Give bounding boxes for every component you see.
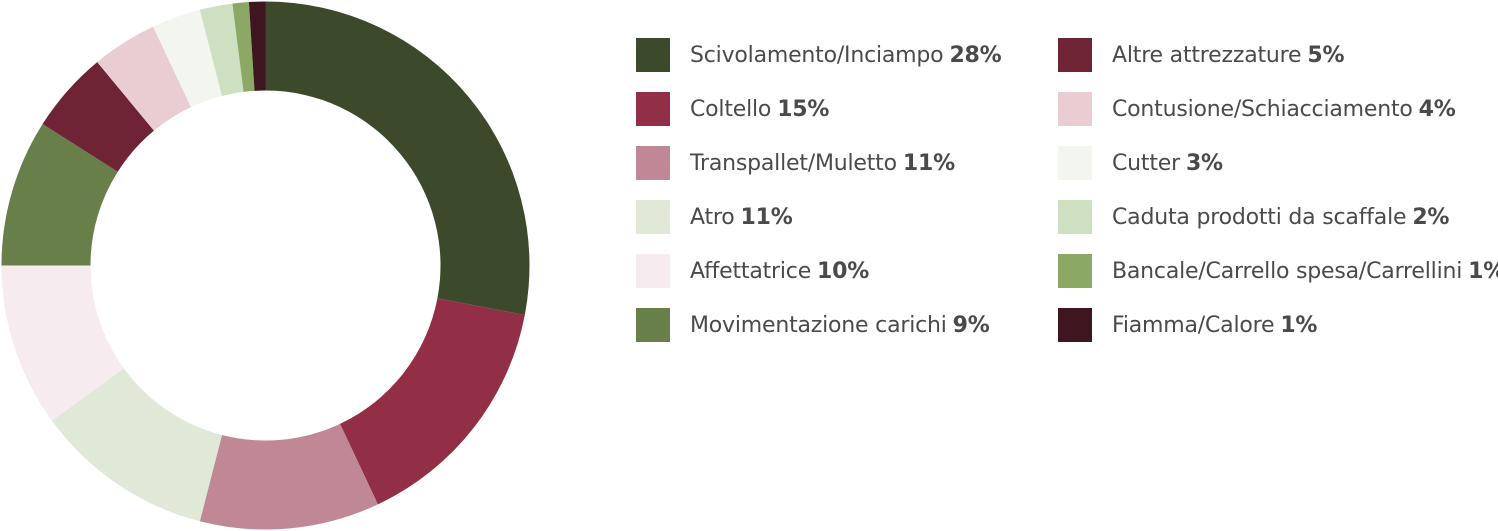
legend-text: Movimentazione carichi 9% <box>690 313 990 338</box>
donut-slice-5 <box>1 265 124 421</box>
legend-text: Caduta prodotti da scaffale 2% <box>1112 205 1449 230</box>
legend-swatch <box>1058 200 1092 234</box>
legend-value: 2% <box>1412 204 1450 230</box>
legend-text: Transpallet/Muletto 11% <box>690 151 955 176</box>
legend-value: 1% <box>1468 258 1498 284</box>
legend-value: 28% <box>949 42 1002 68</box>
legend-label: Cutter <box>1112 150 1180 176</box>
legend-item: Contusione/Schiacciamento 4% <box>1058 92 1456 126</box>
legend-value: 11% <box>902 150 955 176</box>
legend-item: Scivolamento/Inciampo 28% <box>636 38 1002 72</box>
legend-value: 4% <box>1418 96 1456 122</box>
legend-label: Atro <box>690 204 735 230</box>
legend-swatch <box>636 254 670 288</box>
legend-label: Movimentazione carichi <box>690 312 947 338</box>
legend-label: Transpallet/Muletto <box>690 150 897 176</box>
legend-label: Altre attrezzature <box>1112 42 1302 68</box>
legend-value: 9% <box>952 312 990 338</box>
legend-value: 5% <box>1307 42 1345 68</box>
legend-value: 10% <box>817 258 870 284</box>
legend-label: Caduta prodotti da scaffale <box>1112 204 1407 230</box>
chart-legend: Scivolamento/Inciampo 28% Coltello 15% Trans… <box>636 38 1498 358</box>
legend-text: Cutter 3% <box>1112 151 1223 176</box>
legend-item: Fiamma/Calore 1% <box>1058 308 1317 342</box>
legend-item: Caduta prodotti da scaffale 2% <box>1058 200 1449 234</box>
donut-slice-2 <box>340 298 525 505</box>
legend-text: Atro 11% <box>690 205 793 230</box>
legend-text: Scivolamento/Inciampo 28% <box>690 43 1002 68</box>
donut-slice-9 <box>153 9 222 108</box>
legend-label: Contusione/Schiacciamento <box>1112 96 1413 122</box>
donut-slice-7 <box>42 62 154 172</box>
legend-item: Coltello 15% <box>636 92 829 126</box>
legend-swatch <box>1058 146 1092 180</box>
legend-text: Coltello 15% <box>690 97 829 122</box>
legend-label: Scivolamento/Inciampo <box>690 42 944 68</box>
legend-text: Fiamma/Calore 1% <box>1112 313 1317 338</box>
donut-slice-11 <box>232 2 255 92</box>
donut-chart <box>1 1 530 530</box>
legend-label: Affettatrice <box>690 258 812 284</box>
legend-label: Fiamma/Calore <box>1112 312 1275 338</box>
legend-text: Affettatrice 10% <box>690 259 869 284</box>
legend-swatch <box>1058 308 1092 342</box>
legend-value: 1% <box>1280 312 1318 338</box>
legend-swatch <box>1058 92 1092 126</box>
legend-item: Transpallet/Muletto 11% <box>636 146 955 180</box>
legend-label: Coltello <box>690 96 772 122</box>
legend-label: Bancale/Carrello spesa/Carrellini <box>1112 258 1463 284</box>
legend-swatch <box>636 38 670 72</box>
legend-text: Contusione/Schiacciamento 4% <box>1112 97 1456 122</box>
donut-slice-12 <box>248 1 266 91</box>
donut-slice-10 <box>199 3 244 96</box>
donut-slice-6 <box>1 124 118 266</box>
legend-item: Altre attrezzature 5% <box>1058 38 1345 72</box>
donut-slice-1 <box>265 1 530 315</box>
legend-value: 11% <box>740 204 793 230</box>
legend-value: 3% <box>1185 150 1223 176</box>
donut-slice-4 <box>51 368 222 522</box>
legend-swatch <box>636 146 670 180</box>
donut-slice-8 <box>97 26 191 131</box>
legend-text: Altre attrezzature 5% <box>1112 42 1345 68</box>
legend-item: Affettatrice 10% <box>636 254 869 288</box>
legend-swatch <box>636 200 670 234</box>
legend-swatch <box>636 92 670 126</box>
legend-item: Cutter 3% <box>1058 146 1223 180</box>
legend-item: Movimentazione carichi 9% <box>636 308 990 342</box>
legend-swatch <box>1058 38 1092 72</box>
legend-value: 15% <box>777 96 830 122</box>
donut-slice-3 <box>199 423 378 530</box>
legend-swatch <box>636 308 670 342</box>
legend-item: Atro 11% <box>636 200 793 234</box>
legend-swatch <box>1058 254 1092 288</box>
